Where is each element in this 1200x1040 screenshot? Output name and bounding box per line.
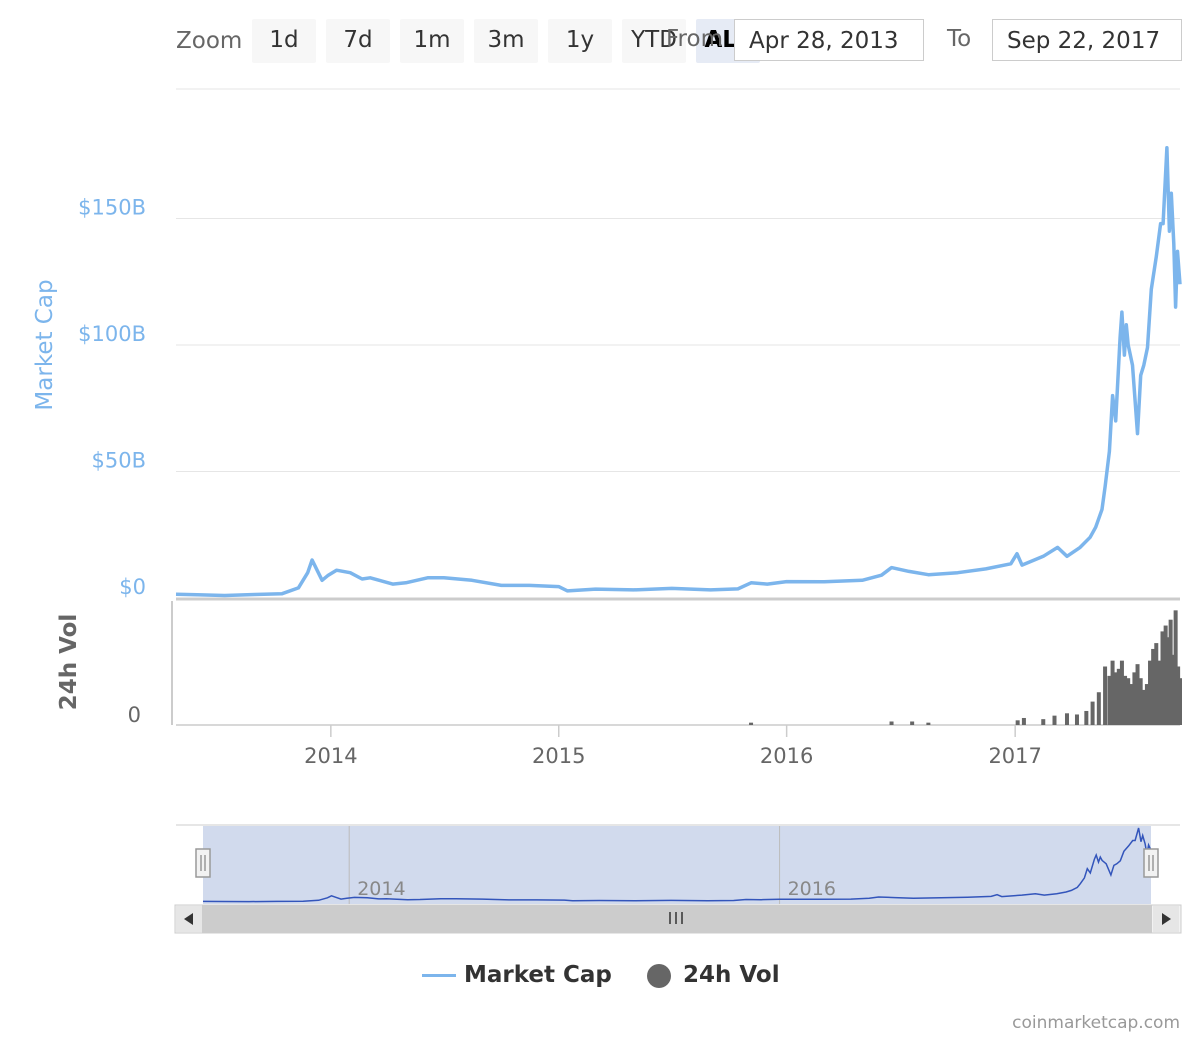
volume-bar bbox=[1157, 660, 1162, 725]
x-tick-label: 2014 bbox=[304, 744, 357, 768]
volume-bar bbox=[1171, 654, 1176, 725]
scrollbar-right-button[interactable] bbox=[1153, 906, 1179, 932]
volume-bar bbox=[1110, 660, 1115, 725]
market-cap-line bbox=[175, 145, 1182, 598]
volume-bar bbox=[1163, 625, 1168, 725]
market-cap-legend-swatch bbox=[422, 974, 456, 977]
volume-bar bbox=[1123, 675, 1128, 725]
legend-market-cap-label: Market Cap bbox=[464, 962, 612, 988]
handle-body bbox=[195, 848, 211, 878]
to-date-input[interactable]: Sep 22, 2017 bbox=[992, 19, 1182, 61]
zoom-label: Zoom bbox=[176, 28, 243, 54]
zoom-ytd-button[interactable]: YTD bbox=[622, 19, 686, 63]
scrollbar-thumb bbox=[202, 905, 1152, 933]
navigator-series-line bbox=[202, 827, 1152, 903]
volume-zero-tick-label: 0 bbox=[128, 703, 141, 727]
scrollbar-left-button[interactable] bbox=[176, 906, 202, 932]
navigator-scrollbar[interactable] bbox=[174, 904, 1182, 934]
volume-bar bbox=[1138, 678, 1143, 725]
x-tick-label: 2016 bbox=[760, 744, 813, 768]
volume-bar bbox=[1154, 643, 1159, 725]
volume-bar bbox=[1090, 701, 1095, 725]
volume-bar bbox=[1141, 689, 1146, 725]
y-axis-title-market-cap: Market Cap bbox=[32, 279, 58, 410]
volume-bar bbox=[1084, 710, 1089, 725]
zoom-1y-button[interactable]: 1y bbox=[548, 19, 612, 63]
volume-bar bbox=[1021, 717, 1026, 725]
y-tick-label: $100B bbox=[78, 322, 146, 346]
volume-bar bbox=[1103, 666, 1108, 725]
credit-link[interactable]: coinmarketcap.com bbox=[1012, 1013, 1180, 1033]
arrow-right-icon bbox=[1162, 913, 1171, 925]
volume-bar bbox=[1113, 672, 1118, 725]
volume-bar bbox=[1148, 660, 1153, 725]
to-label: To bbox=[947, 26, 972, 52]
volume-bar bbox=[1116, 668, 1121, 725]
legend-item-market-cap[interactable]: Market Cap bbox=[422, 962, 612, 988]
zoom-1m-button[interactable]: 1m bbox=[400, 19, 464, 63]
volume-bar bbox=[1074, 714, 1079, 725]
y-tick-label: $0 bbox=[119, 575, 146, 599]
volume-bar bbox=[1052, 715, 1057, 725]
x-tick-label: 2015 bbox=[532, 744, 585, 768]
legend-24h-vol-label: 24h Vol bbox=[683, 962, 780, 988]
navigator-selected-range bbox=[203, 826, 1151, 904]
y-tick-label: $50B bbox=[92, 449, 147, 473]
volume-bar bbox=[1135, 664, 1140, 725]
volume-bar bbox=[1041, 719, 1046, 725]
y-axis-title-24h-vol: 24h Vol bbox=[56, 614, 82, 711]
navigator-tick-label: 2016 bbox=[788, 878, 836, 900]
volume-bar bbox=[1168, 619, 1173, 725]
volume-bar bbox=[1160, 631, 1165, 725]
navigator-left-handle[interactable] bbox=[195, 848, 211, 878]
navigator-tick-label: 2014 bbox=[357, 878, 405, 900]
y-tick-label: $150B bbox=[78, 196, 146, 220]
volume-bar bbox=[1119, 660, 1124, 725]
from-label: From bbox=[666, 26, 723, 52]
from-date-input[interactable]: Apr 28, 2013 bbox=[734, 19, 924, 61]
volume-bar bbox=[926, 722, 931, 725]
volume-bar bbox=[1144, 684, 1149, 725]
zoom-1d-button[interactable]: 1d bbox=[252, 19, 316, 63]
volume-bar bbox=[749, 722, 754, 725]
volume-bar bbox=[1096, 692, 1101, 725]
handle-body bbox=[1143, 848, 1159, 878]
volume-bar bbox=[1151, 648, 1156, 725]
volume-bar bbox=[1129, 684, 1134, 725]
volume-bar bbox=[1126, 678, 1131, 725]
x-tick-label: 2017 bbox=[988, 744, 1041, 768]
volume-bar bbox=[1107, 675, 1112, 725]
volume-legend-swatch bbox=[647, 963, 671, 988]
navigator-right-handle[interactable] bbox=[1143, 848, 1159, 878]
volume-bar bbox=[1178, 678, 1182, 725]
volume-bar bbox=[1173, 610, 1178, 725]
volume-bar bbox=[889, 721, 894, 725]
volume-bar bbox=[910, 721, 915, 725]
zoom-3m-button[interactable]: 3m bbox=[474, 19, 538, 63]
volume-bar bbox=[1132, 672, 1137, 725]
volume-bar bbox=[1015, 720, 1020, 725]
volume-bar bbox=[1064, 713, 1069, 725]
volume-bar bbox=[1166, 637, 1171, 725]
legend-item-24h-vol[interactable]: 24h Vol bbox=[647, 962, 780, 988]
zoom-7d-button[interactable]: 7d bbox=[326, 19, 390, 63]
arrow-left-icon bbox=[184, 913, 193, 925]
